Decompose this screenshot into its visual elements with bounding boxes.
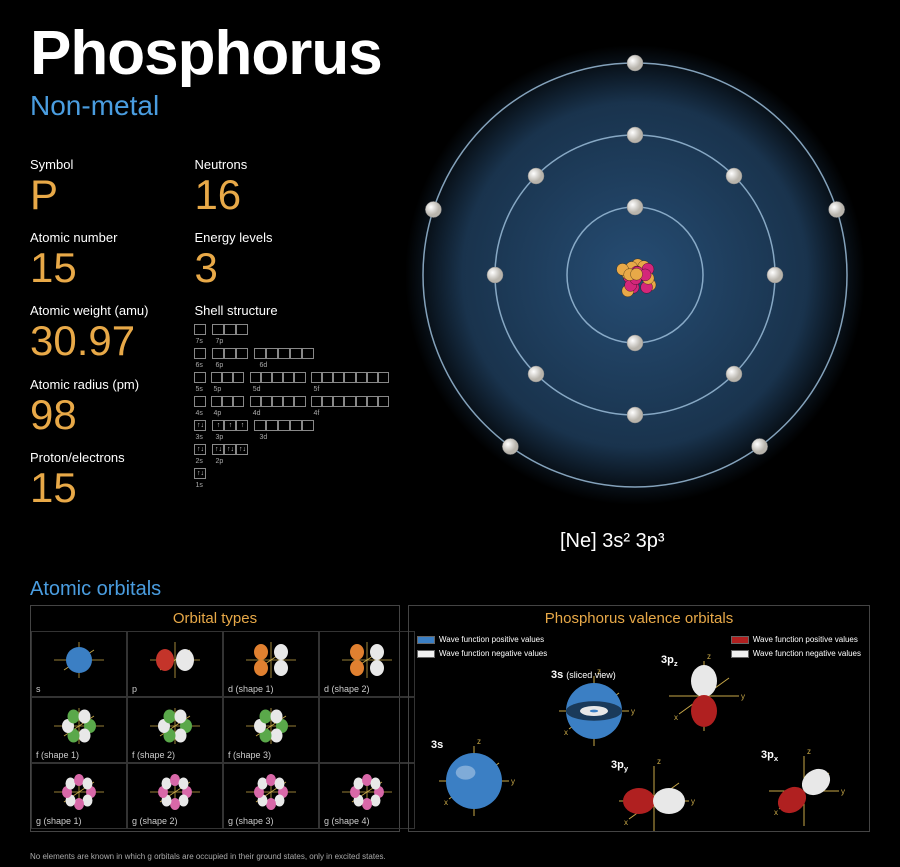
orbital-type-cell: g (shape 1) [31, 763, 127, 829]
shell-row: ↑↓ [194, 468, 394, 479]
label-shell-structure: Shell structure [194, 303, 394, 318]
valence-title: Phosphorus valence orbitals [409, 606, 869, 631]
svg-text:z: z [707, 652, 711, 661]
label-atomic-number: Atomic number [30, 230, 190, 245]
label-atomic-weight: Atomic weight (amu) [30, 303, 190, 318]
label-atomic-radius: Atomic radius (pm) [30, 377, 190, 392]
orbital-type-cell: f (shape 1) [31, 697, 127, 763]
orbitals-section-title: Atomic orbitals [30, 578, 161, 601]
orbital-types-panel: Orbital types spd (shape 1)d (shape 2)f … [30, 605, 400, 832]
shell-row [194, 348, 394, 359]
orbital-type-cell: d (shape 2) [319, 631, 415, 697]
shell-structure-diagram: 7s7p6s6p6d5s5p5d5f4s4p4d4f↑↓↑↑↑3s3p3d↑↓↑… [194, 324, 394, 489]
svg-text:z: z [657, 757, 661, 766]
orbital-panels: Orbital types spd (shape 1)d (shape 2)f … [30, 605, 870, 832]
shell-row [194, 372, 394, 383]
orbital-type-cell [319, 697, 415, 763]
stats-panel: Symbol P Atomic number 15 Atomic weight … [30, 145, 410, 511]
valence-orbital-label: 3s [431, 739, 443, 751]
element-title: Phosphorus [30, 18, 382, 89]
svg-text:y: y [631, 707, 635, 716]
value-atomic-number: 15 [30, 245, 190, 291]
label-energy-levels: Energy levels [194, 230, 394, 245]
valence-orbital-label: 3py [611, 759, 628, 773]
svg-text:x: x [564, 728, 568, 737]
value-atomic-weight: 30.97 [30, 318, 190, 364]
svg-text:y: y [691, 797, 695, 806]
shell-row: ↑↓↑↓↑↓↑↓ [194, 444, 394, 455]
value-neutrons: 16 [194, 172, 394, 218]
footnote: No elements are known in which g orbital… [30, 852, 386, 861]
value-energy-levels: 3 [194, 245, 394, 291]
valence-orbital-label: 3px [761, 749, 778, 763]
orbital-type-cell: g (shape 2) [127, 763, 223, 829]
svg-text:x: x [624, 818, 628, 827]
label-symbol: Symbol [30, 157, 190, 172]
label-neutrons: Neutrons [194, 157, 394, 172]
element-category: Non-metal [30, 90, 159, 122]
svg-text:y: y [511, 777, 515, 786]
shell-row [194, 396, 394, 407]
orbital-type-cell: g (shape 4) [319, 763, 415, 829]
value-atomic-radius: 98 [30, 392, 190, 438]
valence-orbital-label: 3s (sliced view) [551, 669, 616, 681]
orbital-type-cell: g (shape 3) [223, 763, 319, 829]
svg-text:z: z [807, 747, 811, 756]
shell-row: ↑↓↑↑↑ [194, 420, 394, 431]
orbital-type-cell: d (shape 1) [223, 631, 319, 697]
orbital-type-cell: p [127, 631, 223, 697]
orbital-type-cell: f (shape 2) [127, 697, 223, 763]
shell-row [194, 324, 394, 335]
orbital-type-cell: s [31, 631, 127, 697]
svg-text:x: x [774, 808, 778, 817]
svg-text:x: x [444, 798, 448, 807]
electron-configuration: [Ne] 3s² 3p³ [560, 530, 664, 553]
orbital-types-title: Orbital types [31, 606, 399, 631]
valence-orbital-label: 3pz [661, 654, 678, 668]
svg-text:y: y [741, 692, 745, 701]
label-protons: Proton/electrons [30, 450, 190, 465]
svg-text:z: z [477, 737, 481, 746]
valence-orbitals-panel: Phosphorus valence orbitals Wave functio… [408, 605, 870, 832]
value-protons: 15 [30, 465, 190, 511]
bohr-atom-diagram [400, 40, 870, 510]
value-symbol: P [30, 172, 190, 218]
orbital-type-cell: f (shape 3) [223, 697, 319, 763]
svg-text:x: x [674, 713, 678, 722]
svg-text:y: y [841, 787, 845, 796]
